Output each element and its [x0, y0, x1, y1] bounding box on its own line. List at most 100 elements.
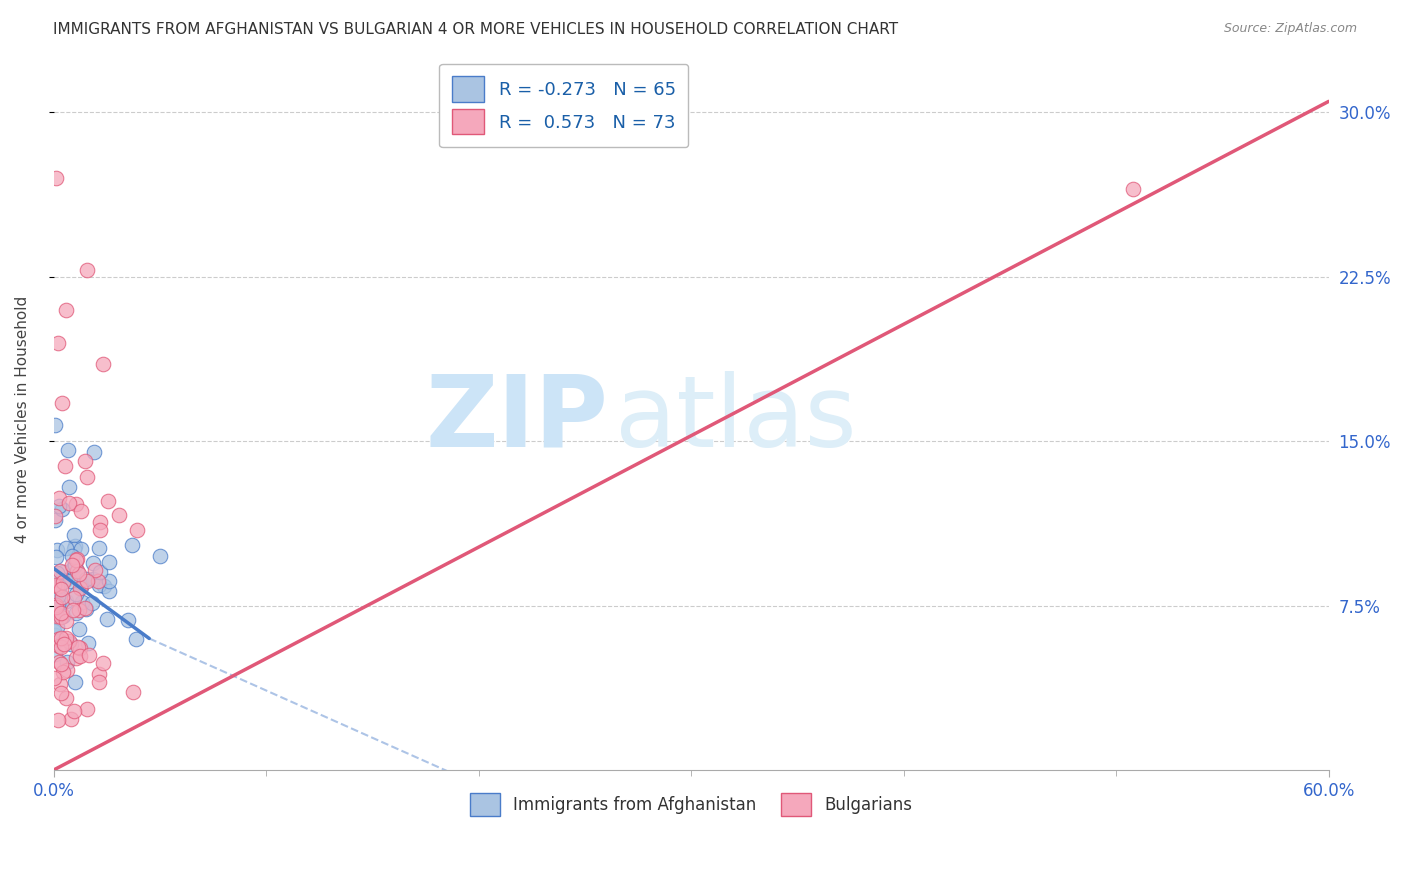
Point	[49, 640, 72, 654]
Point	[49, 632, 72, 646]
Point	[89, 565, 111, 579]
Point	[149, 549, 172, 564]
Point	[45, 598, 67, 612]
Point	[44, 417, 66, 432]
Point	[66, 552, 89, 566]
Point	[51, 609, 73, 624]
Point	[49, 677, 72, 691]
Point	[69, 503, 91, 517]
Point	[67, 603, 90, 617]
Point	[73, 454, 96, 468]
Point	[87, 675, 110, 690]
Point	[97, 555, 120, 569]
Point	[70, 541, 93, 556]
Point	[65, 497, 87, 511]
Point	[55, 541, 77, 555]
Point	[46, 597, 69, 611]
Legend: Immigrants from Afghanistan, Bulgarians: Immigrants from Afghanistan, Bulgarians	[461, 785, 921, 825]
Point	[70, 580, 93, 594]
Point	[62, 603, 84, 617]
Point	[48, 655, 70, 669]
Point	[89, 516, 111, 530]
Point	[97, 493, 120, 508]
Point	[69, 641, 91, 656]
Point	[45, 607, 67, 622]
Point	[48, 583, 70, 598]
Point	[53, 637, 76, 651]
Point	[63, 528, 86, 542]
Point	[51, 575, 73, 590]
Point	[51, 501, 73, 516]
Point	[44, 628, 66, 642]
Point	[83, 444, 105, 458]
Point	[58, 442, 80, 457]
Point	[59, 574, 82, 589]
Point	[73, 600, 96, 615]
Point	[55, 302, 77, 317]
Point	[66, 564, 89, 578]
Point	[76, 574, 98, 588]
Point	[89, 523, 111, 537]
Point	[59, 637, 82, 651]
Point	[91, 657, 114, 671]
Point	[63, 704, 86, 718]
Point	[75, 572, 97, 586]
Point	[51, 565, 73, 579]
Point	[45, 566, 67, 580]
Point	[44, 578, 66, 592]
Point	[62, 541, 84, 556]
Point	[117, 613, 139, 627]
Point	[51, 396, 73, 410]
Point	[93, 579, 115, 593]
Point	[122, 685, 145, 699]
Point	[48, 499, 70, 513]
Point	[46, 589, 69, 603]
Point	[48, 640, 70, 654]
Point	[84, 563, 107, 577]
Point	[65, 651, 87, 665]
Point	[87, 577, 110, 591]
Point	[46, 608, 69, 623]
Point	[46, 335, 69, 350]
Point	[44, 606, 66, 620]
Point	[72, 595, 94, 609]
Point	[66, 564, 89, 578]
Point	[51, 686, 73, 700]
Point	[82, 556, 104, 570]
Point	[63, 674, 86, 689]
Point	[80, 597, 103, 611]
Point	[60, 549, 83, 563]
Point	[76, 263, 98, 277]
Point	[44, 513, 66, 527]
Point	[87, 574, 110, 588]
Point	[44, 671, 66, 685]
Point	[48, 579, 70, 593]
Text: ZIP: ZIP	[426, 371, 609, 467]
Point	[55, 690, 77, 705]
Text: Source: ZipAtlas.com: Source: ZipAtlas.com	[1223, 22, 1357, 36]
Point	[91, 358, 114, 372]
Point	[77, 648, 100, 662]
Point	[63, 558, 86, 573]
Point	[44, 624, 66, 638]
Point	[55, 614, 77, 628]
Point	[62, 558, 84, 572]
Point	[52, 665, 75, 680]
Point	[46, 542, 69, 557]
Point	[58, 496, 80, 510]
Point	[46, 620, 69, 634]
Point	[56, 664, 79, 678]
Point	[1122, 182, 1144, 196]
Text: IMMIGRANTS FROM AFGHANISTAN VS BULGARIAN 4 OR MORE VEHICLES IN HOUSEHOLD CORRELA: IMMIGRANTS FROM AFGHANISTAN VS BULGARIAN…	[53, 22, 898, 37]
Point	[125, 632, 148, 647]
Point	[46, 632, 69, 646]
Point	[52, 609, 75, 624]
Point	[58, 633, 80, 648]
Point	[44, 589, 66, 603]
Point	[44, 509, 66, 524]
Point	[98, 584, 121, 599]
Point	[65, 552, 87, 566]
Point	[67, 640, 90, 655]
Point	[45, 600, 67, 615]
Point	[65, 539, 87, 553]
